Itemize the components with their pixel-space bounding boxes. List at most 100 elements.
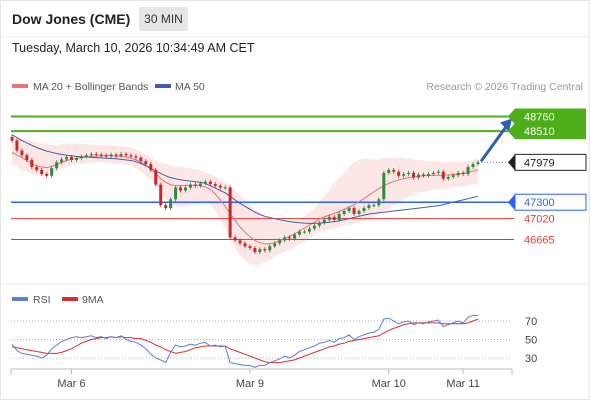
candle-body (471, 164, 475, 167)
candle (317, 220, 321, 228)
resistance-label-pointer-48760 (508, 108, 515, 125)
chart-header: Dow Jones (CME) 30 MIN (0, 0, 590, 37)
candle (461, 170, 465, 177)
pivot-label-pointer (508, 194, 515, 211)
credit-text: Research © 2026 Trading Central (426, 81, 583, 93)
instrument-title: Dow Jones (CME) (12, 11, 131, 27)
candle (342, 208, 346, 217)
candle-body (402, 174, 406, 176)
candle-body (337, 213, 341, 220)
candlesticks (10, 134, 480, 255)
candle-body (307, 228, 311, 232)
candle (387, 167, 391, 175)
candle-body (327, 216, 331, 220)
candle-body (164, 205, 168, 209)
candle (164, 203, 168, 211)
candle-body (426, 174, 430, 176)
candle-body (268, 246, 272, 251)
candle-body (347, 208, 351, 212)
resistance-label-48510: 48510 (524, 126, 555, 138)
candle-body (65, 157, 69, 160)
candle-body (70, 157, 73, 160)
candle (362, 206, 366, 214)
interval-badge[interactable]: 30 MIN (139, 7, 188, 31)
candle-body (198, 183, 202, 186)
forecast-arrow (479, 118, 512, 163)
candle-body (258, 249, 262, 253)
candle (119, 152, 123, 158)
candle-body (412, 172, 416, 178)
candle-body (154, 169, 158, 185)
candle (20, 148, 24, 158)
candle (109, 152, 113, 159)
candle (288, 235, 292, 241)
candle (268, 244, 272, 253)
candle (372, 203, 376, 208)
candle (129, 153, 133, 159)
candle-body (89, 154, 93, 156)
x-tick-label: Mar 10 (372, 378, 406, 390)
candle-body (169, 199, 173, 209)
candle (223, 185, 227, 190)
candle-body (461, 172, 465, 175)
candle (238, 238, 242, 246)
candle (198, 181, 202, 188)
candle-body (317, 222, 321, 226)
candle (50, 166, 54, 178)
candle-body (312, 225, 316, 229)
candle-body (174, 187, 178, 200)
candle (312, 223, 316, 231)
bollinger-fill (12, 134, 478, 265)
candle-body (278, 240, 282, 244)
candle-body (79, 156, 83, 159)
candle (337, 211, 341, 222)
candle (233, 235, 237, 243)
candle (154, 167, 158, 187)
candle (104, 153, 108, 159)
candle (258, 247, 262, 255)
resistance-label-box-48760 (515, 108, 586, 125)
candle-body (392, 169, 396, 172)
candle-body (99, 154, 103, 156)
rsi-legend-label: RSI (33, 294, 51, 306)
candle-body (293, 234, 297, 239)
rsi-legend-swatch (12, 297, 28, 301)
resistance-label-pointer-48510 (508, 123, 515, 140)
candle (412, 170, 416, 180)
rsi-ma-legend-swatch (62, 297, 78, 301)
candle (25, 153, 29, 163)
candle-body (40, 169, 44, 175)
candle-body (476, 162, 480, 165)
candle-body (342, 211, 346, 214)
candle-body (20, 150, 24, 156)
candle-body (456, 172, 460, 176)
candle (263, 247, 267, 253)
candle (471, 162, 475, 170)
candle (253, 245, 257, 255)
ma50-legend-swatch (155, 84, 171, 88)
candle-body (372, 205, 376, 207)
candle (307, 226, 311, 234)
forecast-arrow-head (500, 118, 512, 132)
candle-body (382, 172, 386, 200)
candle-body (25, 155, 29, 160)
forecast-arrow-shaft (479, 124, 509, 163)
candle-body (94, 154, 98, 156)
candle (332, 214, 336, 222)
candle-body (238, 240, 242, 244)
candle-body (377, 199, 381, 206)
candle-body (50, 168, 54, 176)
level-labels: 48760 48510 47979 47300 47020 46665 (508, 108, 587, 247)
x-axis-ticks: Mar 6 Mar 9 Mar 10 Mar 11 (57, 369, 480, 390)
candle (327, 214, 331, 222)
candle (397, 169, 401, 178)
last-price-label: 47979 (524, 157, 555, 169)
candle (248, 244, 252, 251)
candle-body (60, 159, 64, 163)
candle (45, 171, 49, 178)
candle-body (193, 184, 197, 186)
candle (421, 172, 425, 178)
candle (169, 197, 173, 211)
